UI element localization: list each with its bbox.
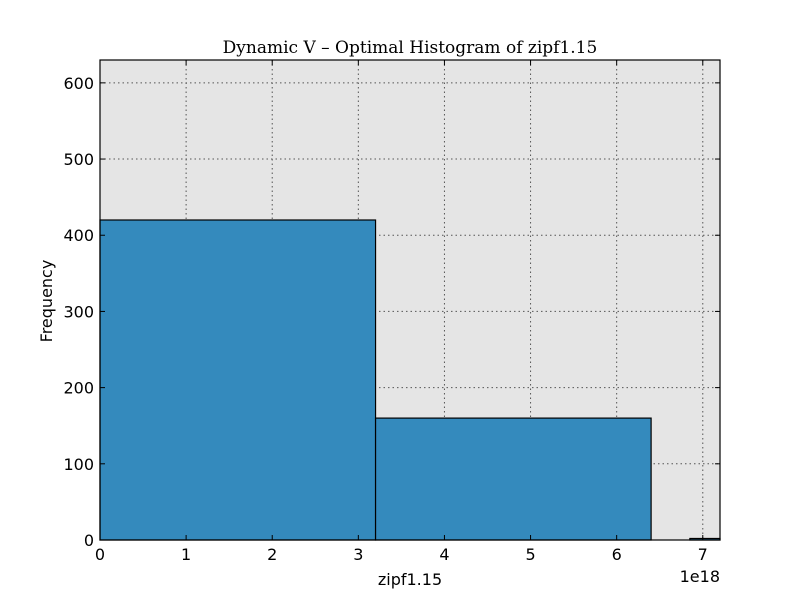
- x-axis-label: zipf1.15: [378, 570, 442, 589]
- y-tick-label-5: 500: [63, 150, 94, 169]
- y-tick-label-6: 600: [63, 74, 94, 93]
- x-tick-label-0: 0: [95, 545, 105, 564]
- axis-ticks: [99, 60, 720, 541]
- x-tick-label-7: 7: [698, 545, 708, 564]
- x-axis-offset-label: 1e18: [680, 567, 720, 586]
- x-tick-label-4: 4: [439, 545, 449, 564]
- x-tick-label-1: 1: [181, 545, 191, 564]
- y-axis-label: Frequency: [37, 260, 56, 343]
- histogram-bar-0: [99, 219, 377, 541]
- x-tick-label-6: 6: [612, 545, 622, 564]
- x-tick-label-3: 3: [353, 545, 363, 564]
- x-tick-label-2: 2: [267, 545, 277, 564]
- plot-frame: [99, 59, 721, 541]
- x-tick-label-5: 5: [525, 545, 535, 564]
- y-tick-label-0: 0: [84, 531, 94, 550]
- histogram-bars: [99, 219, 721, 541]
- y-tick-label-3: 300: [63, 302, 94, 321]
- y-tick-label-1: 100: [63, 455, 94, 474]
- histogram-bar-1: [374, 417, 652, 541]
- y-tick-label-2: 200: [63, 379, 94, 398]
- chart-title: Dynamic V – Optimal Histogram of zipf1.1…: [223, 38, 598, 58]
- tick-labels: 0 1 2 3 4 5 6 7 0 100 200 300 400 500 600: [63, 74, 707, 564]
- y-tick-label-4: 400: [63, 226, 94, 245]
